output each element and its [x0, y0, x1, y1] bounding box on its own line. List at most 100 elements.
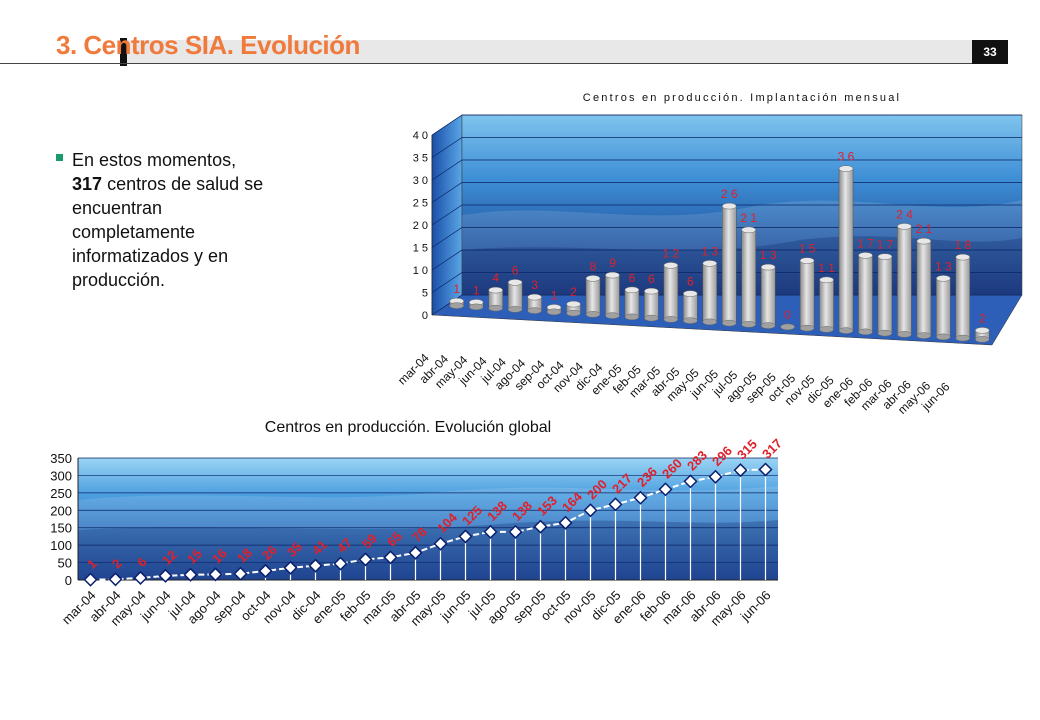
- bullet-text-before: En estos momentos,: [72, 150, 237, 170]
- monthly-data-label: 1 3: [701, 244, 718, 258]
- monthly-gridline: [431, 137, 1022, 158]
- global-series-line: [90, 468, 766, 581]
- global-ytick-label: 250: [50, 486, 72, 501]
- global-data-point: [208, 567, 223, 582]
- monthly-data-label: 2: [979, 311, 986, 325]
- monthly-data-label: 6: [687, 275, 694, 289]
- monthly-ytick-label: 0: [422, 310, 428, 322]
- monthly-bar-base: [663, 316, 679, 323]
- global-ytick-label: 50: [58, 556, 72, 571]
- monthly-bar-base: [624, 313, 640, 321]
- monthly-bar-base: [585, 311, 601, 318]
- monthly-data-label: 2: [570, 285, 577, 299]
- global-data-point: [633, 490, 648, 505]
- monthly-gridline: [431, 204, 1022, 226]
- monthly-bar-top: [605, 271, 620, 279]
- monthly-data-label: 2 1: [740, 211, 757, 225]
- global-data-point: [708, 469, 723, 484]
- monthly-data-label: 6: [648, 272, 655, 286]
- header-bar: [120, 40, 1008, 64]
- global-data-point: [758, 462, 773, 477]
- monthly-bar-top: [897, 223, 912, 230]
- monthly-bar-base: [566, 309, 581, 317]
- global-data-point: [283, 560, 298, 575]
- global-data-point: [608, 497, 623, 512]
- monthly-bar-base: [858, 328, 873, 336]
- monthly-bar-base: [916, 332, 932, 339]
- monthly-bar-top: [488, 286, 503, 294]
- bullet-highlight-number: 317: [72, 174, 103, 194]
- global-data-point: [133, 570, 148, 585]
- monthly-bar-top: [858, 252, 873, 259]
- monthly-bar: [838, 168, 854, 331]
- monthly-bar-base: [780, 323, 795, 331]
- global-chart-title: Centros en producción. Evolución global: [265, 419, 551, 436]
- global-chart-haze: [78, 486, 778, 580]
- monthly-bar-top: [760, 263, 776, 271]
- monthly-bar-top: [663, 262, 679, 269]
- monthly-bar-top: [955, 253, 971, 261]
- global-data-point: [733, 463, 748, 478]
- monthly-bar: [585, 278, 601, 315]
- bullet-text-after: centros de salud se encuentran completam…: [72, 174, 264, 290]
- bullet-square-icon: [56, 154, 63, 161]
- monthly-data-label: 1: [551, 288, 558, 302]
- global-ytick-label: 350: [50, 451, 72, 466]
- monthly-bar-base: [897, 331, 912, 338]
- monthly-bar-base: [702, 318, 718, 326]
- monthly-bar-base: [741, 321, 756, 328]
- monthly-bar-top: [799, 257, 815, 264]
- monthly-bar-top: [644, 287, 659, 295]
- global-data-point: [583, 503, 598, 518]
- monthly-bar-base: [546, 308, 562, 316]
- monthly-data-label: 2 1: [916, 222, 933, 236]
- monthly-bar-top: [741, 226, 756, 234]
- monthly-data-label: 1 3: [760, 248, 777, 262]
- monthly-bar-top: [877, 253, 893, 260]
- monthly-data-label: 9: [609, 256, 616, 270]
- monthly-gridline: [431, 272, 1022, 293]
- monthly-bar-base: [507, 306, 523, 313]
- monthly-bar: [644, 290, 659, 319]
- monthly-data-label: 6: [512, 263, 519, 277]
- global-ytick-label: 150: [50, 521, 72, 536]
- monthly-gridline: [431, 294, 1022, 316]
- global-chart: Centros en producción. Evolución global …: [50, 419, 785, 629]
- monthly-gridline: [431, 182, 1022, 203]
- global-ytick-label: 300: [50, 468, 72, 483]
- global-data-point: [658, 482, 673, 497]
- monthly-bar: [858, 255, 873, 333]
- monthly-bar: [877, 256, 893, 334]
- monthly-bar: [721, 205, 737, 324]
- monthly-bar-top: [936, 275, 951, 282]
- monthly-bar-base: [975, 336, 990, 343]
- global-data-point: [458, 529, 473, 544]
- global-data-point: [383, 550, 398, 565]
- header-divider: [0, 63, 1008, 64]
- monthly-data-label: 1 2: [662, 246, 679, 260]
- page-title: 3. Centros SIA. Evolución: [56, 30, 360, 60]
- monthly-bar: [741, 229, 756, 325]
- global-data-point: [358, 552, 373, 567]
- monthly-ytick-label: 1 5: [413, 243, 428, 255]
- global-ytick-label: 100: [50, 538, 72, 553]
- monthly-bar: [702, 263, 718, 323]
- monthly-ytick-label: 5: [422, 288, 428, 300]
- global-data-point: [533, 519, 548, 534]
- monthly-bar-top: [916, 237, 932, 245]
- monthly-data-label: 8: [590, 259, 597, 273]
- monthly-bar-base: [468, 303, 484, 311]
- monthly-bar-base: [838, 327, 854, 334]
- global-data-point: [683, 474, 698, 489]
- monthly-bar-top: [838, 165, 854, 172]
- global-data-point: [483, 524, 498, 539]
- global-ytick-label: 0: [65, 573, 72, 588]
- monthly-chart: Centros en producción. Implantación mens…: [395, 92, 1023, 417]
- global-chart-plot-area: [78, 458, 778, 580]
- global-data-point: [433, 536, 448, 551]
- monthly-bar-base: [488, 304, 503, 312]
- monthly-bar-base: [955, 334, 971, 342]
- monthly-bar-base: [877, 329, 893, 337]
- monthly-gridline: [431, 249, 1022, 271]
